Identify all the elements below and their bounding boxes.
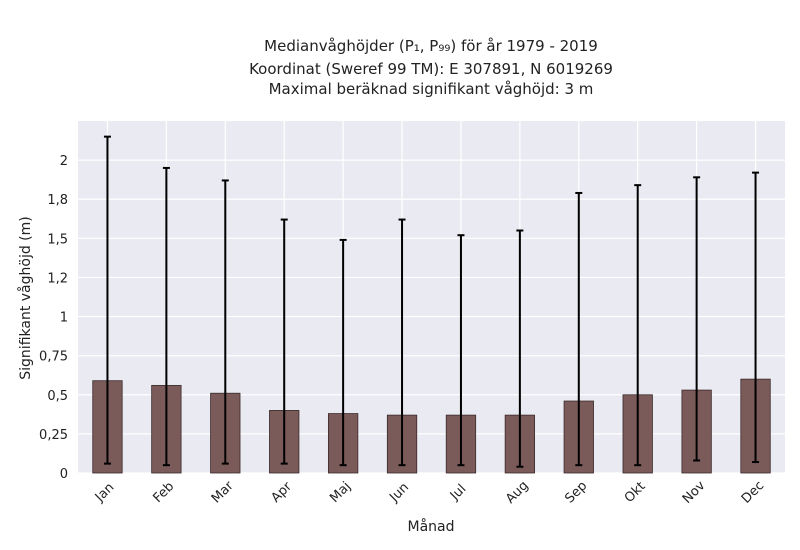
y-tick-label: 1,2 <box>47 271 68 286</box>
error-bar-sep <box>575 191 583 467</box>
x-tick-label-jun: Jun <box>386 480 412 506</box>
y-axis-label: Signifikant våghöjd (m) <box>17 216 34 379</box>
y-tick-label: 1,5 <box>47 232 68 247</box>
chart-title-line-2: Koordinat (Sweref 99 TM): E 307891, N 60… <box>249 60 613 78</box>
chart-title: Medianvåghöjder (P₁, P₉₉) för år 1979 - … <box>249 37 613 98</box>
x-tick-label-aug: Aug <box>503 478 532 507</box>
error-bar-jul <box>457 234 465 467</box>
error-bar-okt <box>634 184 642 467</box>
error-bar-maj <box>339 238 347 467</box>
x-tick-label-feb: Feb <box>150 479 177 506</box>
y-tick-label: 0,75 <box>39 350 68 365</box>
chart-title-line-3: Maximal beräknad signifikant våghöjd: 3 … <box>269 80 594 98</box>
x-tick-label-dec: Dec <box>739 478 767 506</box>
y-tick-label: 1 <box>60 311 68 326</box>
x-axis-label: Månad <box>408 518 455 535</box>
y-axis-ticks: 0 0,25 0,5 0,75 1 1,2 1,5 1,8 2 <box>39 154 68 482</box>
x-tick-label-mar: Mar <box>209 478 237 506</box>
x-axis-ticks: Jan Feb Mar Apr Maj Jun Jul Aug Sep Okt Nov Dec <box>92 478 767 507</box>
error-bar-aug <box>516 229 524 468</box>
x-tick-label-sep: Sep <box>562 479 590 507</box>
error-bar-apr <box>280 218 288 465</box>
error-bar-jun <box>398 218 406 467</box>
chart-title-line-1: Medianvåghöjder (P₁, P₉₉) för år 1979 - … <box>264 37 598 55</box>
error-bar-jan <box>103 135 111 465</box>
y-tick-label: 0,25 <box>39 428 68 443</box>
plot-area <box>78 121 785 473</box>
x-tick-label-nov: Nov <box>680 478 709 507</box>
y-tick-label: 0 <box>60 467 68 482</box>
error-bars <box>103 135 760 468</box>
error-bar-mar <box>221 179 229 465</box>
x-tick-label-apr: Apr <box>268 479 295 506</box>
error-bar-feb <box>162 166 170 467</box>
x-tick-label-okt: Okt <box>622 479 649 506</box>
y-tick-label: 2 <box>60 154 68 169</box>
x-tick-label-jul: Jul <box>447 482 469 504</box>
x-tick-label-jan: Jan <box>92 480 117 505</box>
y-tick-label: 1,8 <box>47 193 68 208</box>
x-tick-label-maj: Maj <box>327 479 354 506</box>
error-bar-nov <box>693 176 701 462</box>
y-tick-label: 0,5 <box>47 389 68 404</box>
error-bar-dec <box>752 171 760 464</box>
